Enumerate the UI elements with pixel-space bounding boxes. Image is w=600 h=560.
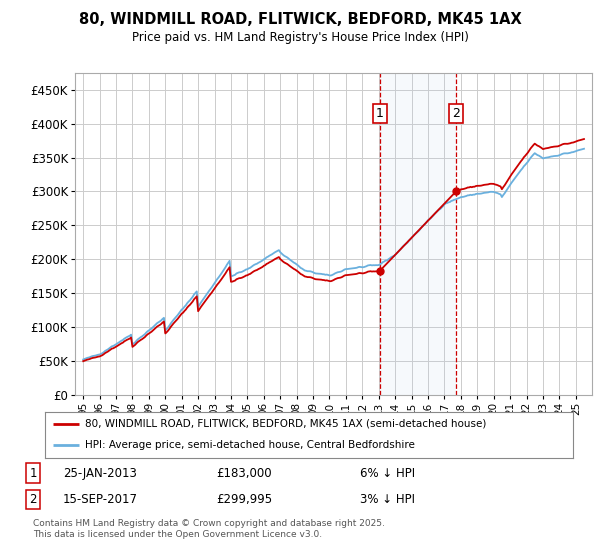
Text: Price paid vs. HM Land Registry's House Price Index (HPI): Price paid vs. HM Land Registry's House … xyxy=(131,31,469,44)
Bar xyxy=(380,73,456,395)
Text: 1: 1 xyxy=(376,107,384,120)
Text: 2: 2 xyxy=(29,493,37,506)
Text: HPI: Average price, semi-detached house, Central Bedfordshire: HPI: Average price, semi-detached house,… xyxy=(85,440,415,450)
Text: 80, WINDMILL ROAD, FLITWICK, BEDFORD, MK45 1AX (semi-detached house): 80, WINDMILL ROAD, FLITWICK, BEDFORD, MK… xyxy=(85,419,486,429)
Text: 1: 1 xyxy=(29,466,37,480)
Text: Contains HM Land Registry data © Crown copyright and database right 2025.
This d: Contains HM Land Registry data © Crown c… xyxy=(33,520,385,539)
Text: £299,995: £299,995 xyxy=(216,493,272,506)
Text: 3% ↓ HPI: 3% ↓ HPI xyxy=(360,493,415,506)
Text: £183,000: £183,000 xyxy=(216,466,272,480)
Text: 6% ↓ HPI: 6% ↓ HPI xyxy=(360,466,415,480)
Text: 25-JAN-2013: 25-JAN-2013 xyxy=(63,466,137,480)
Text: 15-SEP-2017: 15-SEP-2017 xyxy=(63,493,138,506)
Text: 2: 2 xyxy=(452,107,460,120)
Text: 80, WINDMILL ROAD, FLITWICK, BEDFORD, MK45 1AX: 80, WINDMILL ROAD, FLITWICK, BEDFORD, MK… xyxy=(79,12,521,27)
